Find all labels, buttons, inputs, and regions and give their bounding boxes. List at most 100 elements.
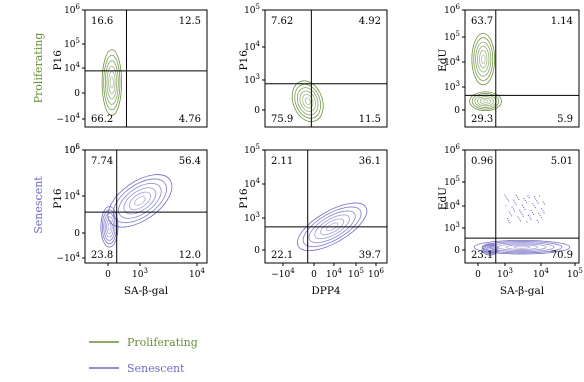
event-dot	[505, 205, 507, 207]
quadrant-bottom-left: 22.1	[271, 250, 293, 261]
y-axis-label: P16	[52, 50, 64, 71]
contour-line	[481, 243, 499, 256]
quadrant-top-right: 4.92	[359, 16, 381, 27]
event-dot	[517, 196, 519, 199]
event-dot	[513, 210, 516, 212]
y-axis-label: EdU	[437, 187, 449, 210]
x-tick-label: 104	[326, 267, 342, 280]
event-dot	[521, 213, 523, 215]
contour-line	[107, 174, 173, 228]
contour-line	[314, 214, 350, 240]
quadrant-top-left: 2.11	[271, 156, 293, 167]
event-dot	[506, 198, 508, 200]
contour-line	[482, 99, 489, 104]
y-tick-label: 106	[444, 143, 460, 156]
contour-line	[497, 243, 547, 251]
y-tick-label: 104	[244, 177, 260, 190]
event-dot	[509, 222, 511, 224]
contour-line	[505, 244, 539, 250]
event-dot	[530, 209, 532, 212]
contour-line	[109, 76, 114, 89]
event-dot	[521, 204, 524, 206]
event-dot	[517, 216, 519, 218]
y-tick-label: 0	[454, 246, 460, 256]
quadrant-bottom-right: 39.7	[359, 250, 381, 261]
event-dot	[533, 205, 535, 207]
contour-group	[101, 49, 122, 116]
contour-line	[473, 239, 571, 255]
y-tick-label: 104	[64, 189, 80, 202]
contour-line	[304, 97, 311, 106]
x-axis-label: SA-β-gal	[124, 285, 169, 297]
x-tick-label: 104	[189, 267, 205, 280]
y-tick-label: 0	[74, 229, 80, 239]
event-dot	[511, 206, 513, 208]
event-dot	[527, 195, 529, 197]
event-dot	[536, 219, 538, 221]
event-dot	[523, 206, 525, 208]
contour-group	[473, 194, 571, 256]
event-dot	[523, 197, 525, 200]
y-tick-label: 103	[444, 80, 460, 93]
quadrant-bottom-right: 11.5	[359, 114, 381, 125]
quadrant-top-left: 7.62	[271, 16, 293, 27]
plot-frame	[464, 9, 580, 128]
event-dot	[507, 200, 510, 202]
plot-frame	[264, 9, 388, 128]
event-dot	[540, 216, 542, 219]
quadrant-top-right: 56.4	[179, 156, 201, 167]
x-tick-label: 0	[105, 270, 111, 280]
row-label-senescent: Senescent	[32, 176, 45, 234]
contour-line	[296, 202, 368, 252]
y-tick-label: 106	[444, 3, 460, 16]
y-tick-label: 106	[64, 3, 80, 16]
event-dot	[508, 220, 510, 222]
contour-line	[107, 223, 112, 231]
contour-line	[103, 54, 121, 111]
contour-line	[128, 191, 151, 210]
contour-line	[100, 206, 119, 248]
event-dot	[537, 202, 539, 204]
event-dot	[518, 218, 520, 220]
event-dot	[534, 207, 536, 209]
event-dot	[533, 213, 535, 216]
x-tick-label: 0	[311, 270, 317, 280]
legend: Proliferating Senescent	[89, 336, 198, 375]
quadrant-bottom-left: 29.3	[471, 114, 493, 125]
y-tick-label: 103	[244, 73, 260, 86]
contour-line	[480, 54, 486, 64]
y-tick-label: 0	[74, 89, 80, 99]
contour-line	[106, 219, 113, 235]
contour-line	[104, 216, 115, 238]
contour-line	[513, 245, 531, 249]
event-dot	[512, 208, 514, 210]
contour-line	[325, 222, 339, 232]
event-dot	[542, 210, 544, 212]
event-dot	[511, 215, 513, 217]
contour-line	[291, 80, 324, 123]
y-tick-label: 105	[444, 175, 460, 188]
event-dot	[519, 209, 521, 211]
event-dot	[507, 218, 509, 220]
y-axis-label: P16	[238, 50, 250, 71]
event-dot	[538, 212, 540, 215]
event-dot	[533, 196, 536, 198]
contour-line	[471, 93, 500, 110]
event-dot	[520, 211, 522, 213]
x-axis-label: DPP4	[311, 285, 341, 297]
event-dot	[525, 201, 528, 204]
x-tick-label: −104	[271, 267, 295, 280]
contour-line	[479, 50, 488, 69]
contour-line	[134, 196, 146, 206]
contour-line	[308, 210, 356, 244]
event-dot	[524, 199, 526, 202]
contour-line	[320, 218, 345, 236]
event-dot	[509, 213, 512, 215]
y-tick-label: 106	[64, 143, 80, 156]
event-dot	[536, 200, 538, 202]
row-label-proliferating: Proliferating	[32, 33, 45, 104]
quadrant-bottom-left: 66.2	[91, 114, 113, 125]
